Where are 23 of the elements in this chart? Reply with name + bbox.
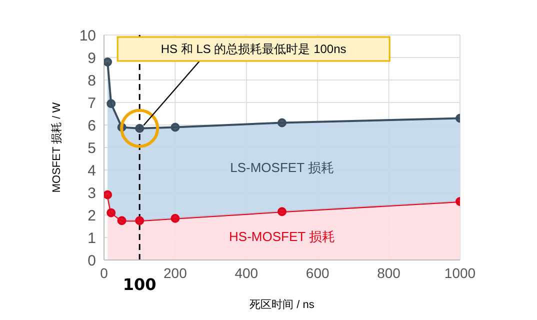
x-tick-label: 800: [377, 264, 401, 281]
y-tick-label: 3: [88, 184, 96, 202]
y-tick-label: 10: [79, 27, 96, 44]
x-tick-label: 0: [100, 264, 108, 281]
y-axis-title: MOSFET 损耗 / W: [50, 102, 63, 193]
y-tick-label: 1: [88, 230, 96, 247]
y-tick-label: 0: [88, 252, 96, 270]
series-label: HS-MOSFET 损耗: [229, 228, 335, 244]
y-tick-label: 2: [88, 207, 96, 224]
x-tick-label: 600: [306, 264, 330, 281]
y-tick-label: 4: [88, 162, 96, 180]
y-tick-label: 9: [88, 50, 96, 67]
annotation: HS 和 LS 的总损耗最低时是 100ns: [160, 42, 346, 56]
x-tick-label: 400: [234, 264, 258, 281]
x-tick-label: 1000: [444, 264, 476, 281]
series-label: LS-MOSFET 损耗: [230, 160, 334, 176]
x-axis-title: 死区时间 / ns: [250, 298, 315, 311]
ref-line-label: 100: [122, 275, 156, 294]
x-tick-label: 200: [164, 264, 188, 281]
y-tick-label: 8: [88, 72, 96, 90]
y-tick-label: 5: [88, 140, 96, 157]
y-tick-label: 6: [88, 117, 96, 134]
y-tick-label: 7: [88, 94, 96, 112]
